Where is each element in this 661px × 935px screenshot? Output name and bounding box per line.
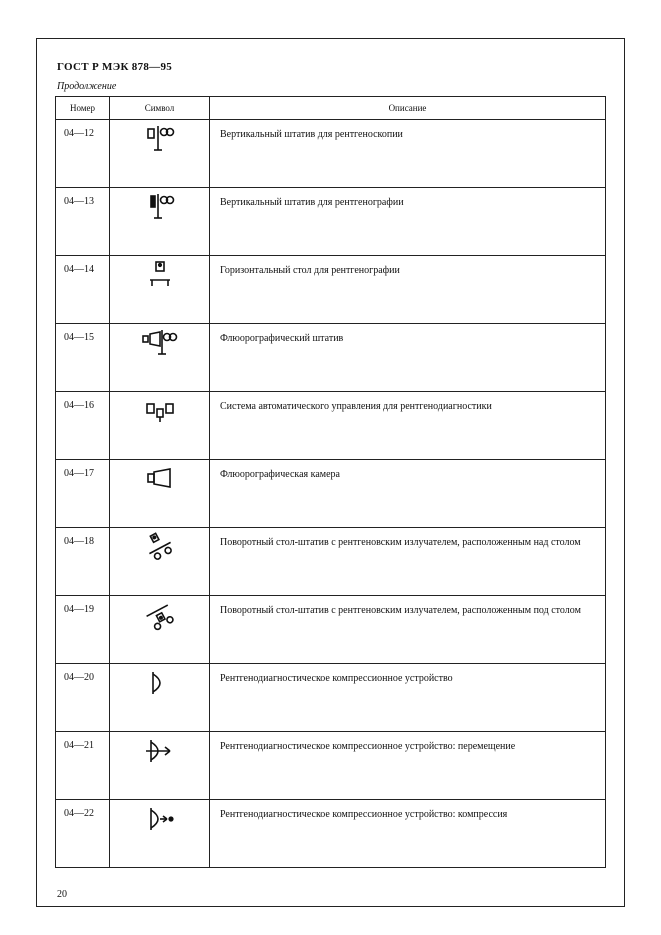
cell-description: Рентгенодиагностическое компрессионное у… — [210, 664, 606, 732]
sym-04-14-icon — [140, 256, 180, 296]
cell-description: Рентгенодиагностическое компрессионное у… — [210, 732, 606, 800]
table-row: 04—21 Рентгенодиагностическое компрессио… — [56, 732, 606, 800]
col-header-description: Описание — [210, 97, 606, 120]
table-row: 04—20 Рентгенодиагностическое компрессио… — [56, 664, 606, 732]
table-row: 04—13 Вертикальный штатив для рентгеногр… — [56, 188, 606, 256]
table-row: 04—17 Флюорографическая камера — [56, 460, 606, 528]
sym-04-18-icon — [140, 528, 180, 568]
cell-symbol — [110, 664, 210, 732]
table-row: 04—22 Рентгенодиагностическ — [56, 800, 606, 868]
cell-description: Вертикальный штатив для рентгенографии — [210, 188, 606, 256]
cell-number: 04—19 — [56, 596, 110, 664]
cell-number: 04—15 — [56, 324, 110, 392]
sym-04-17-icon — [140, 460, 180, 500]
table-row: 04—15 Флюорографический шта — [56, 324, 606, 392]
cell-number: 04—20 — [56, 664, 110, 732]
col-header-number: Номер — [56, 97, 110, 120]
cell-description: Рентгенодиагностическое компрессионное у… — [210, 800, 606, 868]
page-frame: ГОСТ Р МЭК 878—95 Продолжение Номер Симв… — [36, 38, 625, 907]
table-header-row: Номер Символ Описание — [56, 97, 606, 120]
cell-symbol — [110, 324, 210, 392]
cell-symbol — [110, 120, 210, 188]
cell-number: 04—13 — [56, 188, 110, 256]
page: ГОСТ Р МЭК 878—95 Продолжение Номер Симв… — [0, 0, 661, 935]
cell-number: 04—22 — [56, 800, 110, 868]
cell-description: Поворотный стол-штатив с рентгеновским и… — [210, 528, 606, 596]
cell-symbol — [110, 596, 210, 664]
table-row: 04—19 — [56, 596, 606, 664]
col-header-symbol: Символ — [110, 97, 210, 120]
cell-description: Флюорографическая камера — [210, 460, 606, 528]
cell-number: 04—12 — [56, 120, 110, 188]
cell-description: Горизонтальный стол для рентгенографии — [210, 256, 606, 324]
sym-04-22-icon — [140, 800, 180, 840]
cell-description: Вертикальный штатив для рентгеноскопии — [210, 120, 606, 188]
page-number: 20 — [57, 889, 67, 900]
cell-number: 04—21 — [56, 732, 110, 800]
cell-number: 04—16 — [56, 392, 110, 460]
sym-04-20-icon — [140, 664, 180, 704]
cell-number: 04—14 — [56, 256, 110, 324]
table-row: 04—16 Система автоматического управления… — [56, 392, 606, 460]
sym-04-21-icon — [140, 732, 180, 772]
sym-04-13-icon — [140, 188, 180, 228]
cell-description: Система автоматического управления для р… — [210, 392, 606, 460]
standard-header: ГОСТ Р МЭК 878—95 — [57, 61, 606, 73]
table-row: 04—12 Вертикальный штатив для рентгеноск… — [56, 120, 606, 188]
continuation-label: Продолжение — [57, 81, 606, 92]
cell-description: Флюорографический штатив — [210, 324, 606, 392]
cell-symbol — [110, 460, 210, 528]
sym-04-16-icon — [140, 392, 180, 432]
table-row: 04—18 — [56, 528, 606, 596]
cell-description: Поворотный стол-штатив с рентгеновским и… — [210, 596, 606, 664]
cell-symbol — [110, 188, 210, 256]
cell-symbol — [110, 732, 210, 800]
sym-04-12-icon — [140, 120, 180, 160]
cell-symbol — [110, 800, 210, 868]
cell-symbol — [110, 528, 210, 596]
cell-symbol — [110, 256, 210, 324]
table-row: 04—14 Горизонтальный стол д — [56, 256, 606, 324]
sym-04-19-icon — [140, 596, 180, 636]
symbols-table: Номер Символ Описание 04—12 — [55, 96, 606, 868]
sym-04-15-icon — [140, 324, 180, 364]
cell-symbol — [110, 392, 210, 460]
cell-number: 04—17 — [56, 460, 110, 528]
cell-number: 04—18 — [56, 528, 110, 596]
